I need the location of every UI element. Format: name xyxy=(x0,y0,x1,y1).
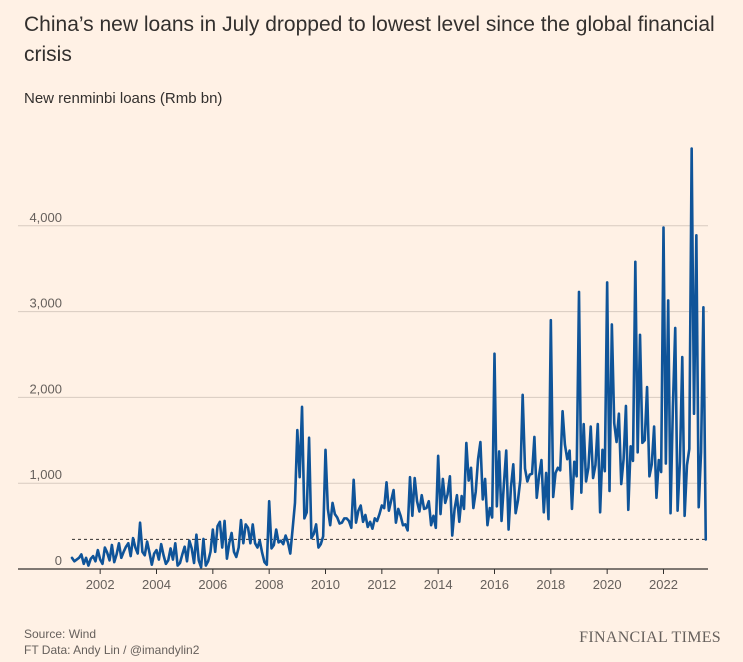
x-tick-label: 2008 xyxy=(255,577,284,592)
ft-logo-wordmark: FINANCIAL TIMES xyxy=(579,629,721,646)
y-tick-label: 2,000 xyxy=(29,381,62,396)
series-line-new-loans xyxy=(70,147,708,569)
chart-title: China’s new loans in July dropped to low… xyxy=(24,13,715,66)
credit-note: FT Data: Andy Lin / @imandylin2 xyxy=(24,643,200,657)
y-tick-label: 3,000 xyxy=(29,296,62,311)
x-tick-label: 2020 xyxy=(593,577,622,592)
x-tick-label: 2014 xyxy=(424,577,453,592)
x-tick-label: 2002 xyxy=(86,577,115,592)
x-tick-label: 2018 xyxy=(536,577,565,592)
x-tick-label: 2012 xyxy=(367,577,396,592)
y-tick-labels: 0 1,000 2,000 3,000 4,000 xyxy=(29,210,62,568)
x-tick-label: 2006 xyxy=(198,577,227,592)
y-tick-label: 0 xyxy=(55,553,62,568)
x-tick-labels: 2002 2004 2006 2008 2010 2012 2014 2016 2018 2020… xyxy=(86,569,678,592)
y-tick-label: 4,000 xyxy=(29,210,62,225)
x-tick-label: 2010 xyxy=(311,577,340,592)
x-tick-label: 2022 xyxy=(649,577,678,592)
y-tick-label: 1,000 xyxy=(29,467,62,482)
source-note: Source: Wind xyxy=(24,627,97,641)
grid-lines xyxy=(18,225,708,570)
y-axis-label: New renminbi loans (Rmb bn) xyxy=(24,90,223,107)
x-tick-label: 2016 xyxy=(480,577,509,592)
footer-credits: Source: Wind FT Data: Andy Lin / @imandy… xyxy=(24,626,199,658)
x-tick-label: 2004 xyxy=(142,577,171,592)
